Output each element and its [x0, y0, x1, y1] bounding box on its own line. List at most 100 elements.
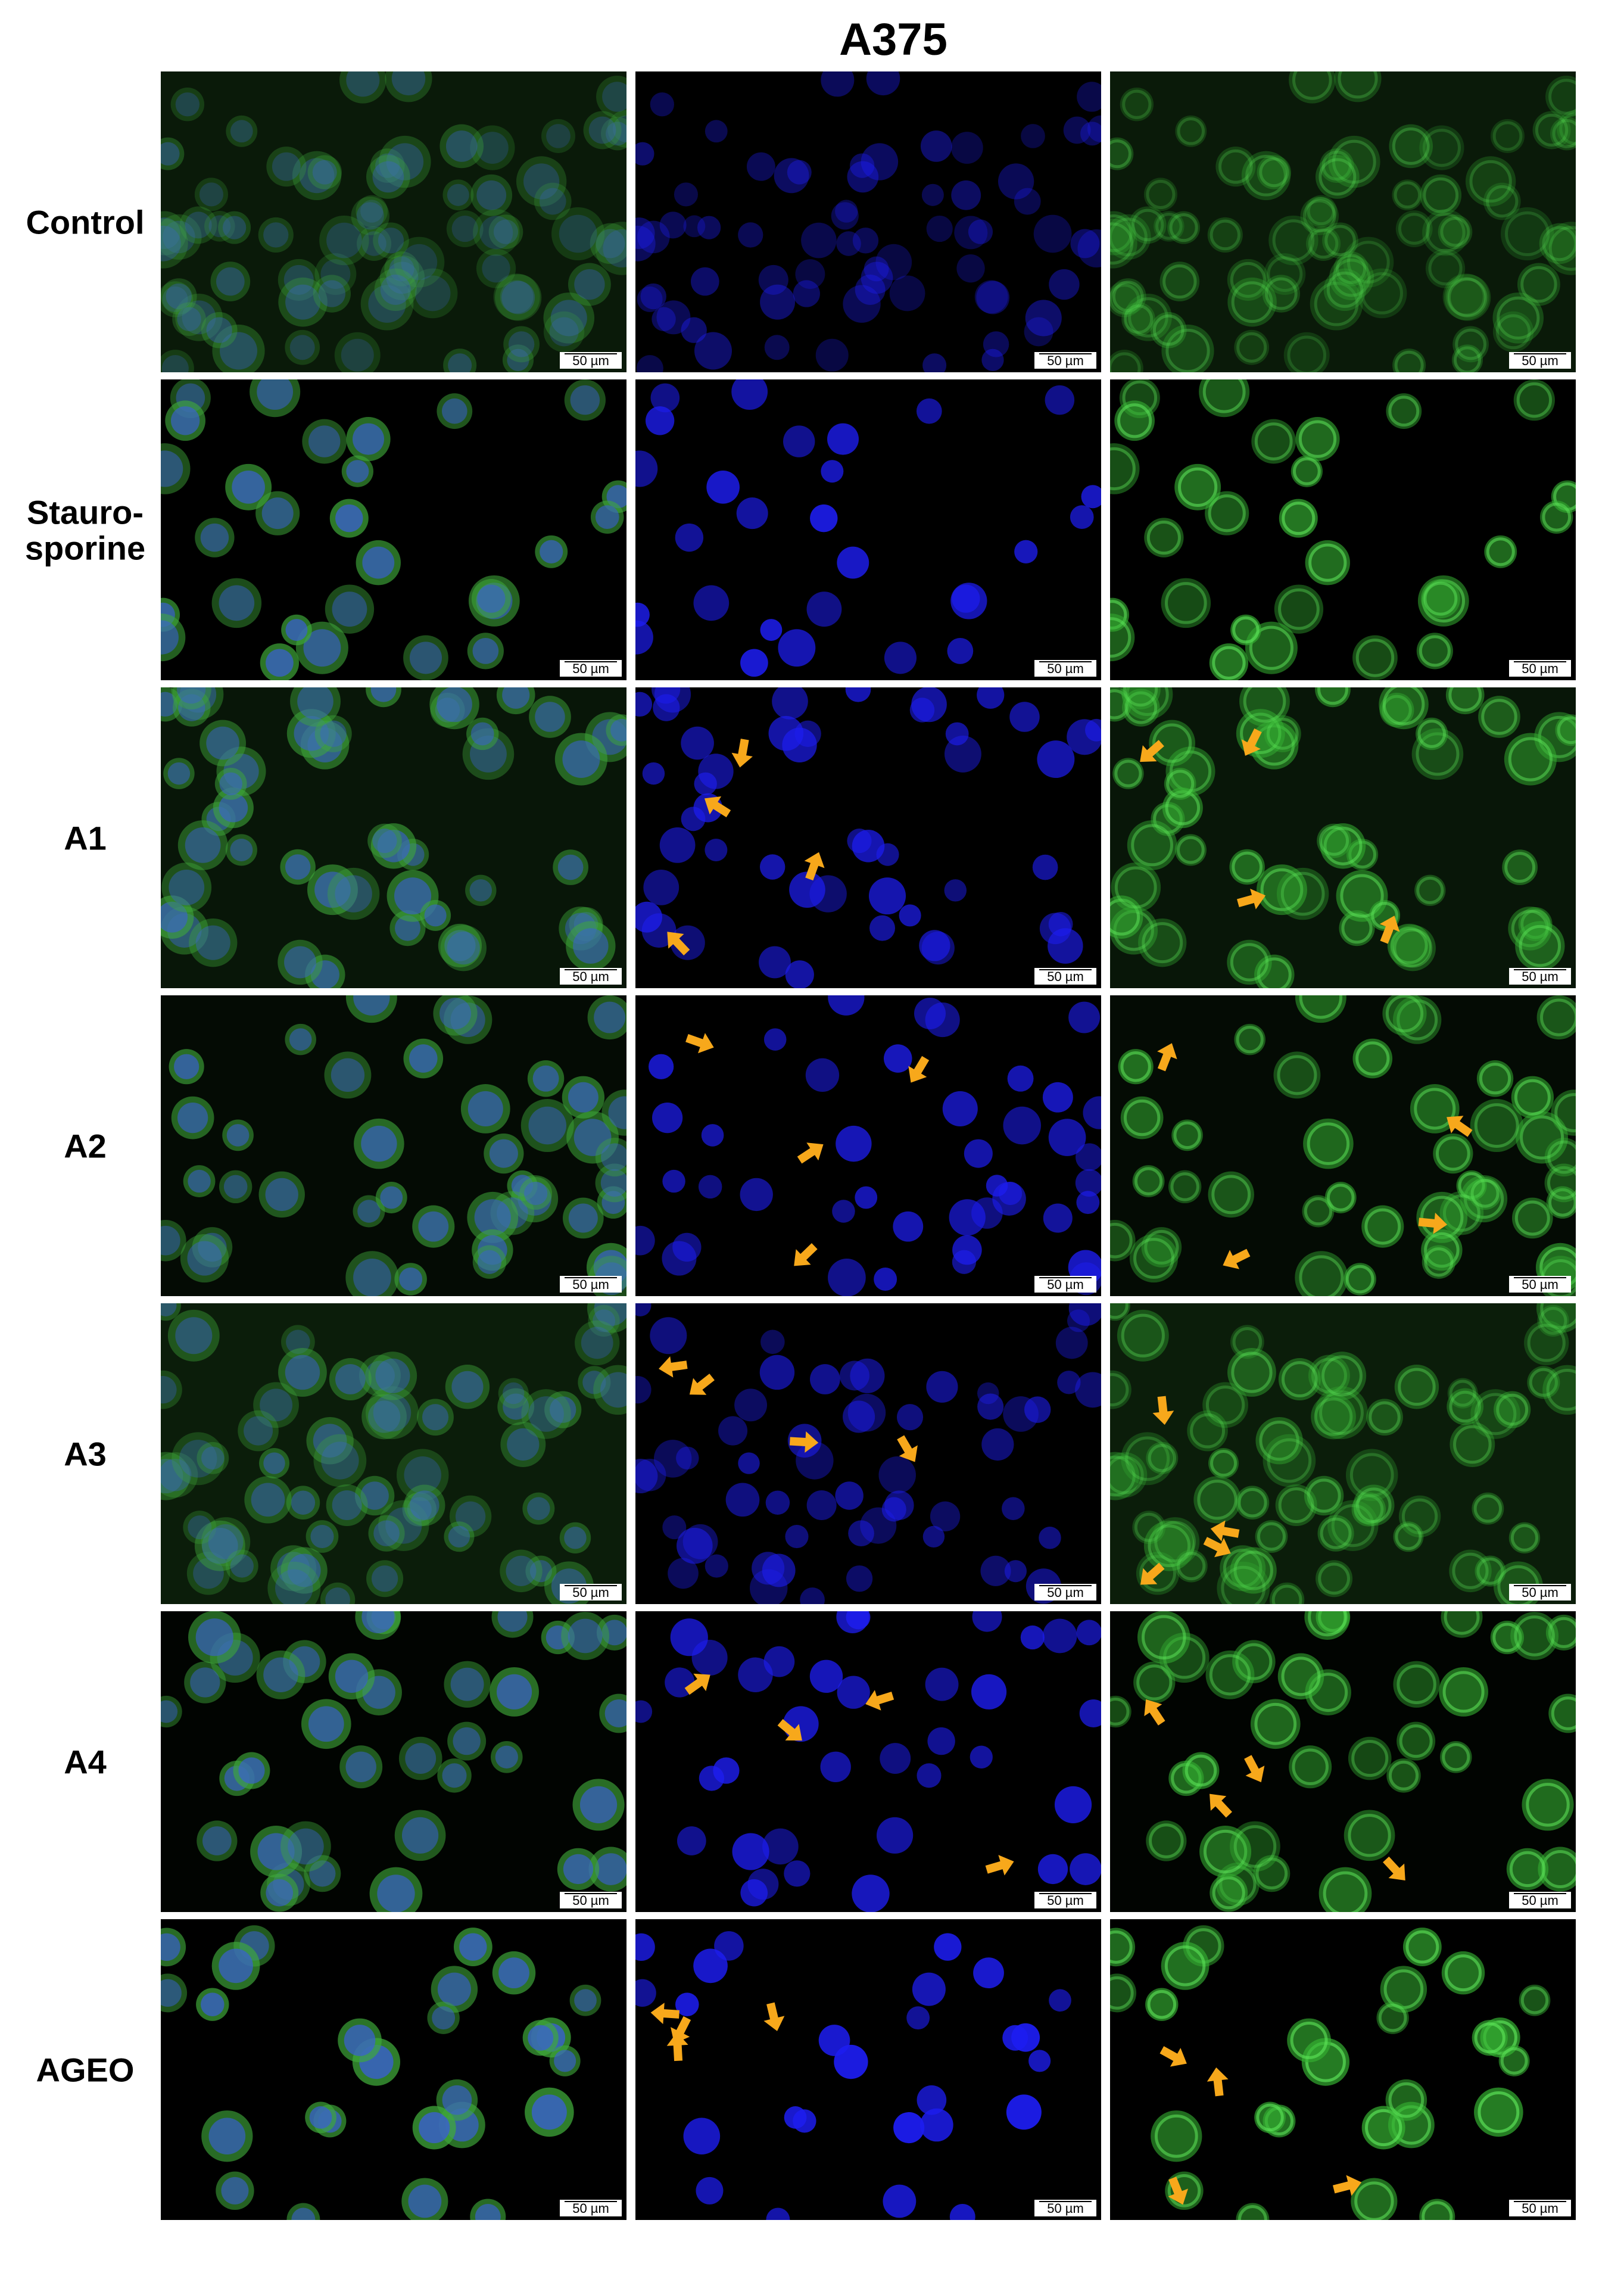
nucleus: [549, 317, 579, 347]
nucleus: [731, 379, 768, 410]
cell-body: [1385, 2079, 1427, 2121]
cell-ring: [1492, 1623, 1522, 1652]
nucleus: [1024, 317, 1053, 347]
nucleus: [206, 317, 232, 343]
cell-body: [1545, 76, 1576, 118]
cell-ring: [1281, 1657, 1321, 1696]
nucleus: [265, 1178, 298, 1212]
cell-body: [1254, 954, 1295, 988]
cell-body: [1120, 88, 1154, 122]
nucleus: [375, 1358, 410, 1393]
nucleus: [335, 504, 363, 533]
cell-ring: [1401, 1498, 1438, 1534]
cell-ring: [1397, 1664, 1436, 1704]
cell-ring: [1110, 1222, 1133, 1259]
micrograph-panel: [161, 687, 626, 988]
arrow: [1140, 1562, 1165, 1585]
cell-ring: [1416, 876, 1444, 904]
nucleus: [778, 629, 816, 667]
cell-ring: [1473, 1494, 1503, 1523]
cell-body: [1389, 924, 1436, 972]
nucleus: [531, 2094, 567, 2130]
cell-ring: [1340, 874, 1384, 918]
nucleus: [926, 215, 953, 242]
cell-body: [1304, 1475, 1344, 1516]
micrograph-panel: [635, 379, 1101, 680]
nucleus: [550, 300, 587, 337]
cell-ring: [1231, 281, 1273, 323]
nucleus: [977, 1393, 1004, 1420]
nucleus: [643, 869, 679, 905]
nucleus: [635, 225, 656, 261]
nucleus: [828, 1259, 866, 1296]
cell-body: [1110, 443, 1140, 494]
nucleus: [847, 829, 872, 854]
nucleus: [562, 740, 600, 779]
nucleus: [889, 275, 925, 312]
cell-body: [1300, 197, 1339, 235]
cell-ring: [1469, 160, 1512, 203]
cell-body: [1537, 1304, 1569, 1337]
nucleus: [766, 2207, 790, 2220]
cell-ring: [1233, 1825, 1277, 1868]
cell-ring: [1364, 2109, 1402, 2147]
arrow: [908, 1055, 930, 1083]
cell-ring: [1510, 1524, 1539, 1552]
cell-ring: [1110, 217, 1148, 257]
cell-ring: [1292, 1748, 1329, 1786]
cell-ring: [1210, 219, 1241, 251]
row-label: A3: [64, 1436, 107, 1473]
cell-body: [1398, 1495, 1441, 1538]
nucleus: [649, 1054, 674, 1079]
nucleus: [815, 338, 849, 372]
cell-ring: [1148, 1444, 1176, 1472]
cell-ring: [1326, 1184, 1355, 1212]
nucleus: [175, 1317, 213, 1355]
cell-ring: [1277, 1055, 1317, 1095]
nucleus: [893, 1211, 924, 1242]
cell-body: [1518, 907, 1553, 941]
nucleus: [922, 1525, 945, 1547]
cell-body: [1227, 259, 1269, 301]
cell-body: [1447, 1378, 1478, 1409]
cytoplasm-haze: [161, 1303, 626, 1604]
nucleus: [208, 1524, 244, 1559]
nucleus: [899, 904, 921, 927]
cell-body: [1250, 1699, 1301, 1749]
nucleus: [341, 338, 374, 372]
cell-body: [1449, 1549, 1492, 1593]
arrow: [797, 1142, 824, 1164]
cell-body: [225, 834, 257, 866]
nucleus: [951, 180, 981, 210]
nucleus: [1043, 1203, 1073, 1233]
cell-ring: [1382, 695, 1412, 726]
cell-body: [601, 117, 626, 151]
cell-body: [1111, 863, 1161, 913]
nucleus: [1068, 1001, 1101, 1033]
cell-ring: [1551, 1696, 1576, 1730]
panel-background: [161, 1303, 626, 1604]
nucleus: [949, 1199, 986, 1236]
nucleus: [198, 1232, 227, 1262]
cell-body: [1110, 278, 1146, 315]
cell-ring: [1398, 1368, 1436, 1406]
cell-ring: [1169, 213, 1198, 242]
cell-body: [1545, 1614, 1576, 1651]
nucleus: [601, 1143, 626, 1171]
cell-body: [1439, 1741, 1472, 1773]
arrow: [704, 796, 731, 818]
nucleus: [601, 1620, 626, 1646]
cell-body: [1241, 151, 1291, 201]
nucleus: [360, 1481, 389, 1510]
nucleus: [852, 228, 879, 254]
cell-body: [370, 148, 405, 183]
cell-body: [1465, 156, 1516, 207]
cell-ring: [1255, 1857, 1288, 1890]
nucleus: [497, 1674, 532, 1710]
arrow: [1168, 2177, 1188, 2205]
nucleus: [375, 153, 400, 178]
nucleus: [836, 231, 861, 256]
scale-bar-label: 50 µm: [1047, 661, 1084, 676]
cell-body: [161, 278, 197, 315]
cell-body: [175, 293, 223, 341]
